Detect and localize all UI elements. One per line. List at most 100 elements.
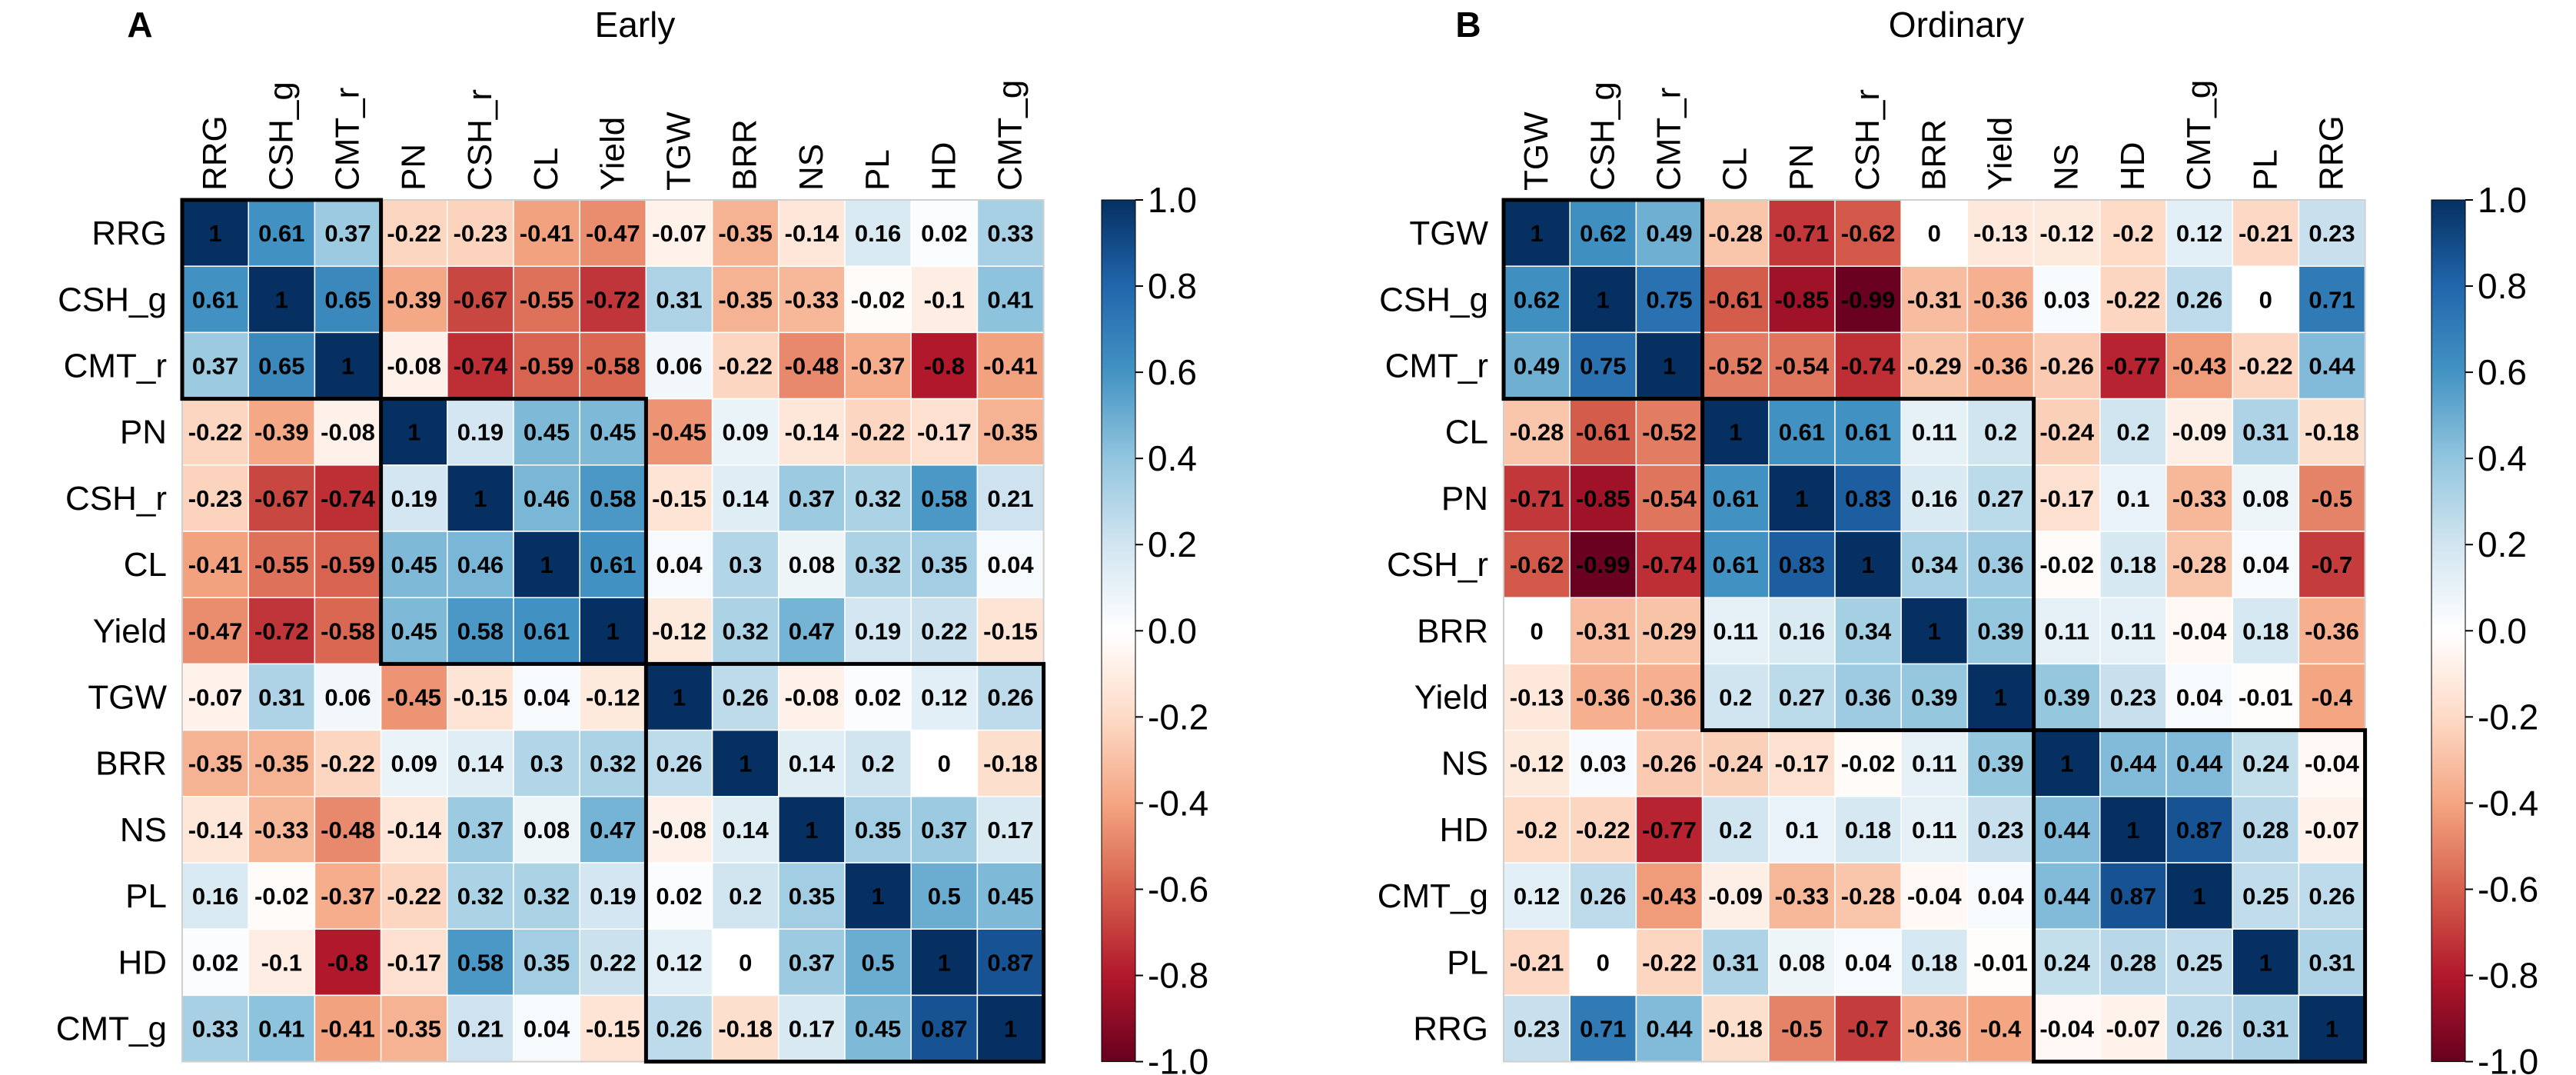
heatmap-cell: [976, 663, 1045, 731]
column-label: PN: [395, 144, 433, 191]
cell-value-label: 0.37: [921, 817, 967, 844]
cell-value-label: -0.99: [1841, 286, 1896, 313]
heatmap-cell: [1701, 663, 1770, 731]
colorbar-tick-label: 1.0: [2478, 180, 2527, 220]
cell-value-label: 0.35: [855, 817, 901, 844]
heatmap-cell: [1503, 199, 1571, 267]
cell-value-label: 0.26: [2176, 1016, 2222, 1043]
heatmap-cell: [513, 663, 580, 731]
heatmap-cell: [513, 796, 580, 864]
heatmap-cell: [1701, 331, 1770, 400]
heatmap-cell: [447, 862, 514, 930]
cell-value-label: -0.21: [1510, 949, 1564, 976]
cell-value-label: -0.8: [327, 949, 368, 976]
cluster-box: [180, 198, 384, 401]
cell-value-label: -0.74: [454, 353, 508, 380]
cell-value-label: 0.26: [987, 684, 1033, 711]
heatmap-cell: [1503, 928, 1571, 997]
cell-value-label: -0.35: [718, 286, 773, 313]
row-label: PN: [1441, 480, 1488, 518]
cell-value-label: -0.33: [1775, 883, 1830, 910]
cell-value-label: 0.26: [656, 751, 702, 777]
heatmap-cell: [1503, 663, 1571, 731]
cell-value-label: -0.74: [321, 485, 375, 512]
heatmap-cell: [1900, 331, 1969, 400]
cell-value-label: 0.02: [656, 883, 702, 910]
cell-value-label: 0.61: [1713, 485, 1759, 512]
heatmap-cell: [1635, 862, 1703, 930]
heatmap-cell: [2232, 729, 2300, 797]
column-label: PN: [1783, 144, 1820, 191]
column-label: HD: [925, 141, 962, 191]
cell-value-label: -0.36: [2305, 617, 2359, 644]
cell-value-label: 0.08: [524, 817, 570, 844]
heatmap-cell: [910, 862, 979, 930]
panel-letter: A: [127, 5, 152, 45]
cell-value-label: 0.14: [457, 751, 504, 777]
cell-value-label: -0.2: [1516, 817, 1557, 844]
cell-value-label: -0.35: [387, 1016, 441, 1043]
heatmap-cell: [1701, 862, 1770, 930]
cell-value-label: -0.74: [1841, 353, 1896, 380]
heatmap-frame: [181, 199, 1045, 1063]
cell-value-label: 0.04: [2242, 551, 2289, 578]
heatmap-cell: [711, 265, 779, 334]
cell-value-label: 1: [208, 220, 221, 247]
heatmap-cell: [1635, 796, 1703, 864]
cell-value-label: 0.87: [2110, 883, 2156, 910]
cell-value-label: 0.33: [987, 220, 1033, 247]
heatmap-cell: [711, 729, 779, 797]
heatmap-cell: [1834, 199, 1902, 267]
cell-value-label: 0: [2259, 286, 2272, 313]
cell-value-label: 0.37: [324, 220, 371, 247]
row-label: CL: [124, 546, 167, 584]
heatmap-cell: [2033, 265, 2101, 334]
heatmap-cell: [2099, 199, 2167, 267]
cell-value-label: 0.26: [656, 1016, 702, 1043]
heatmap-cell: [2033, 796, 2101, 864]
heatmap-cell: [2166, 862, 2233, 930]
cell-value-label: -0.15: [652, 485, 706, 512]
cell-value-label: 1: [407, 419, 420, 446]
heatmap-cell: [2298, 994, 2366, 1063]
cell-value-label: 1: [607, 617, 620, 644]
cell-value-label: 0.37: [457, 817, 504, 844]
heatmap-cell: [1768, 862, 1836, 930]
heatmap-panel-b: B Ordinary TGW CSH_g CMT_r CL PN CSH_r BRR Yield N…: [1378, 5, 2539, 1075]
cell-value-label: -0.61: [1576, 419, 1630, 446]
cell-value-label: 0.37: [192, 353, 238, 380]
cell-value-label: -0.7: [1847, 1016, 1888, 1043]
row-label: Yield: [1414, 679, 1488, 717]
cell-value-label: -0.41: [983, 353, 1038, 380]
heatmap-cell: [2166, 199, 2233, 267]
heatmap-cell: [2298, 531, 2366, 598]
row-label: CMT_g: [56, 1010, 167, 1048]
cell-value-label: -0.36: [1973, 353, 2028, 380]
heatmap-cell: [2099, 928, 2167, 997]
cell-value-label: 1: [2126, 817, 2139, 844]
cell-value-label: 0.11: [1713, 617, 1758, 644]
heatmap-cell: [314, 663, 382, 731]
heatmap-cell: [181, 199, 249, 267]
cell-value-label: 0.35: [789, 883, 835, 910]
cell-value-label: -0.35: [188, 751, 243, 777]
cell-value-label: 0.27: [1977, 485, 2023, 512]
cell-value-label: -0.47: [188, 617, 243, 644]
heatmap-cell: [1768, 265, 1836, 334]
heatmap-cell: [447, 265, 514, 334]
cell-value-label: -0.23: [454, 220, 508, 247]
cell-value-label: -0.22: [188, 419, 243, 446]
cell-value-label: 0.18: [2110, 551, 2156, 578]
column-label: CSH_r: [461, 89, 499, 191]
colorbar: [2431, 199, 2466, 1063]
cell-value-label: 0.61: [590, 551, 636, 578]
heatmap-cell: [2232, 663, 2300, 731]
heatmap-cell: [1569, 199, 1637, 267]
cell-value-label: -0.36: [1907, 1016, 1962, 1043]
heatmap-cell: [910, 265, 979, 334]
cell-value-label: -0.22: [387, 883, 441, 910]
cell-value-label: 0.58: [590, 485, 636, 512]
heatmap-cell: [314, 265, 382, 334]
cell-value-label: -0.18: [2305, 419, 2359, 446]
heatmap-cell: [1900, 531, 1969, 598]
